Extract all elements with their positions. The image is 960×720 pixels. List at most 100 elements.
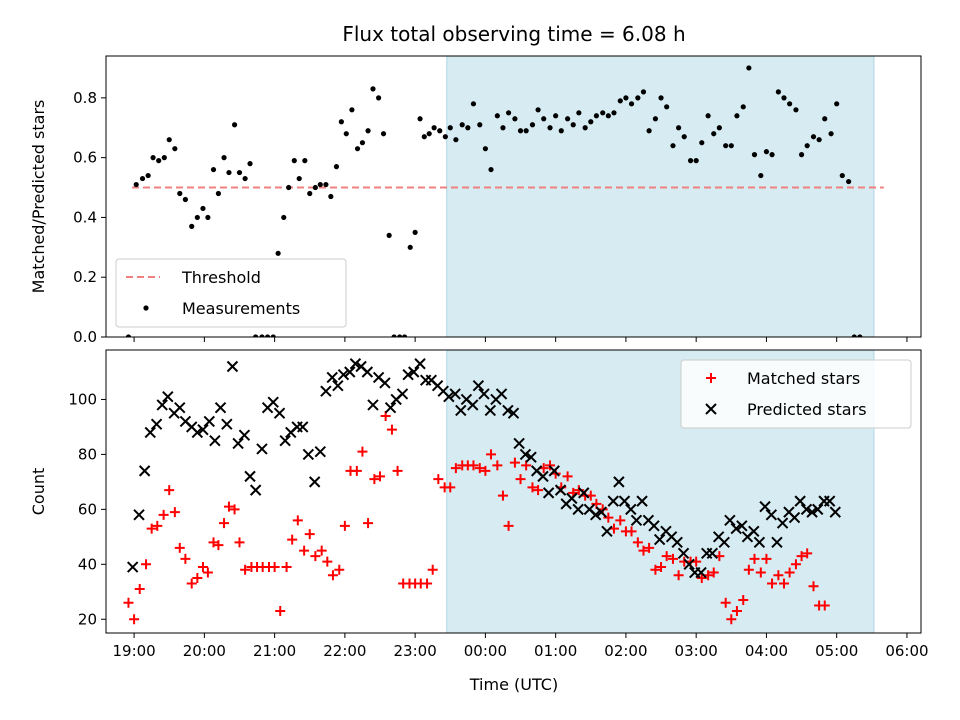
matched-point [386, 424, 397, 435]
measurement-point [728, 143, 734, 149]
axes-frame [105, 55, 922, 338]
matched-point [229, 504, 240, 515]
x-tick-label: 03:00 [675, 642, 718, 660]
predicted-point [705, 403, 717, 415]
measurement-point [145, 172, 151, 179]
predicted-point [601, 525, 613, 538]
predicted-point [402, 369, 414, 381]
predicted-point [730, 522, 742, 535]
matched-point [673, 570, 684, 581]
measurement-point [834, 101, 840, 107]
predicted-point [162, 391, 174, 403]
matched-point [661, 551, 672, 562]
predicted-point [384, 401, 397, 414]
matched-point [292, 515, 303, 526]
predicted-point [144, 426, 156, 439]
measurement-point [758, 172, 764, 179]
matched-point [334, 564, 345, 575]
matched-point [450, 463, 461, 474]
legend-box [680, 359, 912, 429]
measurement-point [459, 122, 465, 128]
matched-point [638, 545, 649, 556]
predicted-point [748, 525, 760, 538]
matched-point [281, 562, 292, 573]
predicted-point [244, 470, 256, 483]
matched-point [304, 529, 315, 540]
predicted-point [578, 487, 590, 499]
measurement-point [281, 214, 287, 221]
measurement-point [623, 95, 629, 101]
matched-point [392, 465, 403, 476]
matched-point [169, 507, 180, 518]
predicted-point [513, 437, 525, 450]
predicted-point [765, 509, 778, 521]
measurement-point [226, 169, 232, 176]
measurement-point [535, 107, 541, 113]
measurement-point [412, 229, 418, 235]
predicted-point [671, 536, 683, 549]
measurement-point [846, 178, 852, 185]
matched-point [327, 570, 338, 581]
top-panel-ratio: 0.0 0.2 0.4 0.6 0.8 Matched/Predicted stars Th… [29, 55, 922, 346]
matched-point [427, 564, 438, 575]
measurement-point [693, 158, 699, 164]
matched-point [146, 523, 157, 534]
x-tick-label: 22:00 [323, 642, 366, 660]
measurement-point [593, 113, 600, 119]
measurement-point [426, 131, 432, 137]
matched-point [141, 559, 152, 570]
measurement-point [442, 134, 448, 140]
matched-point [527, 482, 538, 493]
measurement-point [781, 95, 787, 101]
matched-point [197, 562, 208, 573]
matched-point [603, 512, 614, 523]
measurement-point [699, 140, 705, 146]
x-tick-label: 23:00 [394, 642, 437, 660]
measurement-point [296, 175, 302, 182]
predicted-point [484, 404, 497, 417]
measurement-point [270, 334, 276, 337]
predicted-point [249, 484, 262, 496]
matched-point [497, 490, 508, 501]
measurement-point [307, 190, 313, 197]
predicted-point [607, 495, 619, 507]
matched-point [708, 567, 719, 578]
matched-point [174, 542, 185, 553]
measurement-point [470, 101, 477, 107]
predicted-point [625, 503, 637, 516]
matched-point [731, 606, 742, 617]
measurement-point [264, 334, 271, 337]
predicted-point [525, 451, 537, 463]
predicted-point [297, 421, 309, 433]
measurement-point [365, 128, 371, 134]
measurement-point [787, 101, 793, 107]
measurement-point [221, 155, 227, 161]
measurement-point [588, 119, 594, 125]
predicted-point [414, 358, 426, 370]
measurement-point [215, 190, 222, 197]
measurement-point [716, 125, 722, 131]
matched-point [363, 518, 374, 529]
matched-point [644, 542, 655, 553]
predicted-point [537, 470, 549, 483]
matched-point [299, 545, 310, 556]
measurement-point [635, 95, 641, 101]
predicted-point [226, 360, 239, 373]
measurement-point [494, 113, 500, 119]
measurement-point [775, 89, 781, 95]
predicted-point [337, 369, 350, 381]
predicted-point [595, 506, 608, 518]
predicted-point [677, 547, 690, 560]
predicted-point [776, 517, 789, 529]
predicted-point [478, 388, 490, 400]
predicted-point [273, 407, 286, 419]
y-tick-label: 0.6 [73, 149, 97, 167]
matched-point [339, 520, 350, 531]
predicted-point [221, 418, 233, 430]
measurement-point [558, 128, 564, 134]
matched-point [650, 564, 661, 575]
matched-point [562, 471, 573, 482]
measurement-point [740, 104, 746, 110]
matched-point [773, 570, 784, 581]
matched-point [738, 595, 749, 606]
